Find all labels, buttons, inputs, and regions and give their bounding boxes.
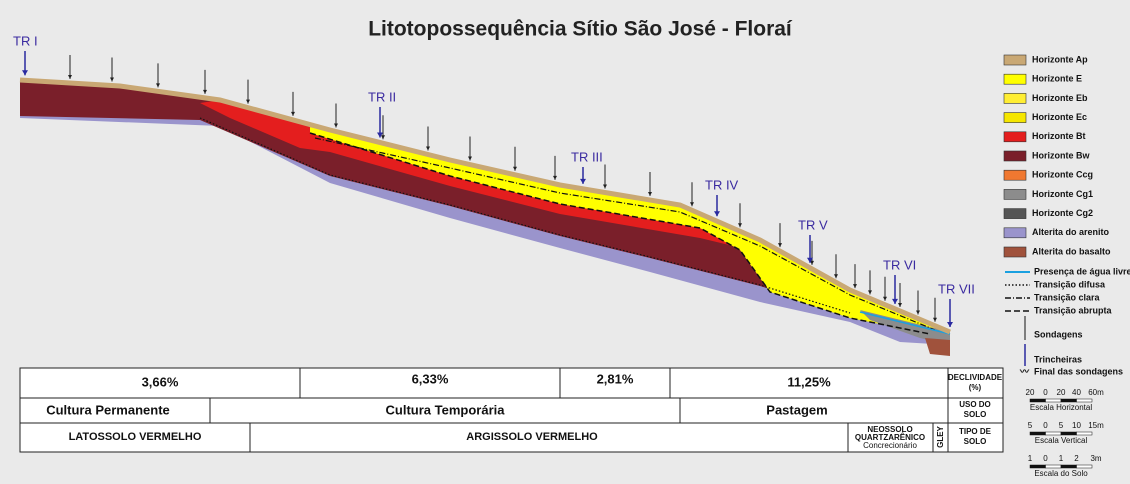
legend-swatch [1004, 74, 1026, 84]
scale-tick-label: 60m [1088, 388, 1104, 397]
scale-tick-label: 0 [1043, 454, 1048, 463]
scale-bar [1046, 399, 1062, 402]
trench-label: TR I [13, 33, 38, 48]
cell-text: ARGISSOLO VERMELHO [466, 431, 598, 443]
legend-label: Alterita do arenito [1032, 227, 1110, 237]
row-label: SOLO [964, 437, 987, 446]
legend-label: Horizonte Ap [1032, 54, 1088, 64]
scale-tick-label: 20 [1026, 388, 1035, 397]
table: 3,66% 6,33% 2,81% 11,25% DECLIVIDADE (%)… [20, 368, 1003, 452]
trench-label: TR V [798, 217, 828, 232]
legend-label: Sondagens [1034, 329, 1083, 339]
scale-bar [1077, 432, 1093, 435]
row-label: USO DO [959, 400, 991, 409]
cell-text: GLEY [936, 425, 945, 447]
trench-label: TR II [368, 89, 396, 104]
legend-label: Horizonte Bw [1032, 150, 1090, 160]
scale-bar [1061, 399, 1077, 402]
legend-label: Horizonte Eb [1032, 93, 1088, 103]
cell-text: LATOSSOLO VERMELHO [69, 431, 202, 443]
trench-label: TR IV [705, 177, 739, 192]
cell-text: Concrecionário [863, 441, 917, 450]
row-label: (%) [969, 383, 982, 392]
cell-text: 3,66% [142, 374, 179, 389]
scale-bar [1077, 465, 1093, 468]
title: Litotopossequência Sítio São José - Flor… [368, 18, 793, 41]
legend-label: Transição difusa [1034, 279, 1106, 289]
legend-label: Horizonte Ccg [1032, 170, 1093, 180]
row-label: TIPO DE [959, 427, 992, 436]
row-label: DECLIVIDADE [948, 373, 1003, 382]
scale-tick-label: 2 [1074, 454, 1079, 463]
legend-label: Transição abrupta [1034, 305, 1113, 315]
scale-bar [1077, 399, 1093, 402]
legend-swatch [1004, 55, 1026, 65]
cell-text: 6,33% [412, 371, 449, 386]
scale-tick-label: 0 [1043, 421, 1048, 430]
legend-label: Horizonte Cg2 [1032, 208, 1093, 218]
legend-swatch [1004, 132, 1026, 142]
scale-tick-label: 5 [1028, 421, 1033, 430]
legend-label: Presença de água livre [1034, 266, 1130, 276]
scale-tick-label: 40 [1072, 388, 1081, 397]
scale-tick-label: 0 [1043, 388, 1048, 397]
cell-text: Pastagem [766, 402, 827, 417]
row-label: SOLO [964, 410, 987, 419]
scale-bar [1061, 432, 1077, 435]
legend-swatch [1004, 209, 1026, 219]
scale-bar [1030, 399, 1046, 402]
scale-tick-label: 15m [1088, 421, 1104, 430]
cell-text: Cultura Temporária [386, 402, 506, 417]
scale-tick-label: 1 [1059, 454, 1064, 463]
scale-tick-label: 5 [1059, 421, 1064, 430]
page: Litotopossequência Sítio São José - Flor… [0, 0, 1130, 484]
legend-label: Horizonte Cg1 [1032, 189, 1093, 199]
scale-tick-label: 10 [1072, 421, 1081, 430]
legend-swatch [1004, 189, 1026, 199]
legend-label: Transição clara [1034, 292, 1101, 302]
legend-mark: 〰 [1019, 366, 1030, 376]
legend-label: Horizonte Ec [1032, 112, 1087, 122]
cell-text: 11,25% [787, 374, 831, 389]
legend-label: Horizonte Bt [1032, 131, 1086, 141]
legend-swatch [1004, 247, 1026, 257]
legend-label: Horizonte E [1032, 74, 1082, 84]
scale-tick-label: 3m [1090, 454, 1101, 463]
legend-swatch [1004, 93, 1026, 103]
scale-label: Escala do Solo [1034, 469, 1088, 478]
scale-bar [1046, 432, 1062, 435]
scale-tick-label: 20 [1057, 388, 1066, 397]
legend-swatch [1004, 113, 1026, 123]
scale-bar [1046, 465, 1062, 468]
legend-swatch [1004, 151, 1026, 161]
legend-label: Trincheiras [1034, 354, 1082, 364]
scale-label: Escala Vertical [1035, 436, 1088, 445]
cell-text: Cultura Permanente [46, 402, 170, 417]
cell-text: 2,81% [597, 371, 634, 386]
trench-label: TR VII [938, 281, 975, 296]
legend-swatch [1004, 170, 1026, 180]
scale-tick-label: 1 [1028, 454, 1033, 463]
scale-bar [1061, 465, 1077, 468]
legend-label: Final das sondagens [1034, 366, 1123, 376]
legend-label: Alterita do basalto [1032, 246, 1111, 256]
legend-swatch [1004, 228, 1026, 238]
scale-bar [1030, 432, 1046, 435]
scale-bar [1030, 465, 1046, 468]
trench-label: TR III [571, 149, 603, 164]
trench-label: TR VI [883, 257, 916, 272]
scale-label: Escala Horizontal [1030, 403, 1092, 412]
